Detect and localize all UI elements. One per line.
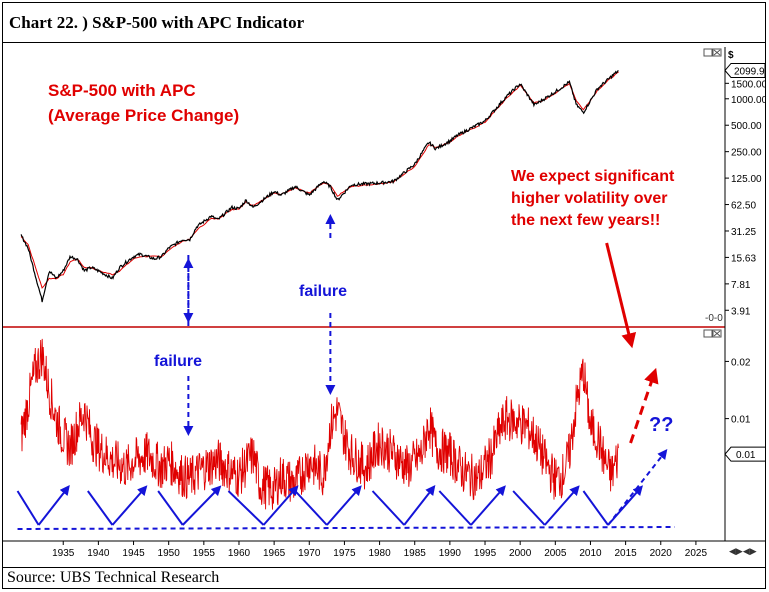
forecast-note-line2: higher volatility over bbox=[511, 190, 667, 207]
year-label: 1985 bbox=[404, 548, 427, 559]
annotation-arrows bbox=[16, 214, 675, 530]
top-panel-controls[interactable] bbox=[703, 48, 722, 57]
year-label: 1970 bbox=[298, 548, 321, 559]
cycle-v-up bbox=[470, 485, 506, 526]
chart-area: -0-0 ◀▶◀▶ 1500.00 1000.00 500.00 250.00 125.… bbox=[3, 47, 765, 559]
price-axis-label: 7.81 bbox=[731, 280, 751, 291]
volatility-arrow bbox=[605, 242, 637, 349]
cycle-v-up bbox=[607, 485, 643, 526]
forecast-note-line1: We expect significant bbox=[511, 168, 675, 185]
year-label: 2020 bbox=[650, 548, 673, 559]
cycle-v-down bbox=[512, 490, 546, 526]
cycle-v-down bbox=[157, 490, 184, 526]
cycle-v-down bbox=[87, 490, 114, 526]
cycle-v-up bbox=[326, 485, 362, 526]
year-label: 2010 bbox=[579, 548, 602, 559]
cycle-v-down bbox=[582, 490, 609, 526]
cycle-baseline bbox=[17, 526, 675, 530]
year-label: 1940 bbox=[87, 548, 110, 559]
apc-axis-label: 0.01 bbox=[731, 415, 751, 426]
year-label: 2005 bbox=[544, 548, 567, 559]
year-label: 1980 bbox=[368, 548, 391, 559]
year-label: 1990 bbox=[439, 548, 462, 559]
chart-title: Chart 22. ) S&P-500 with APC Indicator bbox=[9, 13, 305, 32]
sp500-price-line bbox=[20, 69, 619, 303]
chart-subtitle-line2: (Average Price Change) bbox=[48, 106, 239, 125]
cycle-v-down bbox=[438, 490, 472, 526]
price-unit-label: $ bbox=[728, 50, 734, 61]
year-label: 1950 bbox=[158, 548, 181, 559]
year-label: 1935 bbox=[52, 548, 75, 559]
cycle-v-down bbox=[227, 490, 265, 526]
price-axis-label: 500.00 bbox=[731, 121, 762, 132]
price-axis-label: 3.91 bbox=[731, 306, 751, 317]
question-marks: ?? bbox=[649, 414, 673, 436]
apc-axis-label: 0.02 bbox=[731, 357, 751, 368]
last-apc-label: 0.01 bbox=[736, 450, 756, 461]
top-panel-series bbox=[20, 69, 619, 303]
last-price-marker bbox=[724, 62, 765, 78]
cycle-v-up bbox=[403, 485, 436, 526]
cycle-v-up bbox=[544, 485, 580, 526]
year-label: 1960 bbox=[228, 548, 251, 559]
chart-subtitle-line1: S&P-500 with APC bbox=[48, 81, 196, 100]
cycle-v-up bbox=[182, 485, 222, 526]
last-apc-marker bbox=[724, 446, 765, 462]
year-label: 2015 bbox=[614, 548, 637, 559]
cycle-v-up bbox=[37, 485, 70, 526]
price-axis-label: 250.00 bbox=[731, 148, 762, 159]
year-label: 1975 bbox=[333, 548, 356, 559]
projected-cycle-arrow bbox=[607, 449, 668, 526]
bottom-panel-controls[interactable] bbox=[703, 329, 722, 338]
year-label: 1995 bbox=[474, 548, 497, 559]
failure-label-1954: failure bbox=[154, 353, 202, 370]
forecast-note-line3: the next few years!! bbox=[511, 212, 660, 229]
time-axis: 1935 1940 1945 1950 1955 1960 1965 1970 1975 1980… bbox=[52, 541, 707, 559]
year-label: 1945 bbox=[122, 548, 145, 559]
failure-label-1973: failure bbox=[299, 283, 347, 300]
bottom-panel-series bbox=[20, 338, 619, 510]
timeline-zoom-icon[interactable]: ◀▶◀▶ bbox=[729, 546, 757, 556]
bottom-panel-axis: 0.02 0.01 0.01 bbox=[724, 357, 765, 462]
price-axis-label: 1000.00 bbox=[731, 95, 765, 106]
cycle-v-up bbox=[111, 485, 148, 526]
chart-footer: Source: UBS Technical Research bbox=[3, 567, 765, 588]
source-note: Source: UBS Technical Research bbox=[7, 569, 220, 586]
cycle-v-up bbox=[262, 485, 299, 526]
year-label: 2000 bbox=[509, 548, 532, 559]
price-axis-label: 62.50 bbox=[731, 201, 756, 212]
apc-line bbox=[20, 338, 619, 510]
price-axis-label: 15.63 bbox=[731, 253, 756, 264]
year-label: 1955 bbox=[193, 548, 216, 559]
price-axis-label: 125.00 bbox=[731, 174, 762, 185]
cycle-v-down bbox=[371, 490, 405, 526]
last-price-label: 2099.9 bbox=[734, 66, 765, 77]
price-axis-label: 1500.00 bbox=[731, 79, 765, 90]
year-label: 2025 bbox=[685, 548, 708, 559]
price-axis-label: 31.25 bbox=[731, 227, 756, 238]
cycle-v-down bbox=[16, 490, 40, 526]
top-panel-axis: 1500.00 1000.00 500.00 250.00 125.00 62.50 31.… bbox=[724, 50, 765, 317]
rising-volatility-arrow bbox=[629, 367, 659, 444]
top-axis-scroll-icon[interactable]: -0-0 bbox=[705, 313, 723, 324]
year-label: 1965 bbox=[263, 548, 286, 559]
chart-header: Chart 22. ) S&P-500 with APC Indicator bbox=[3, 3, 765, 43]
cycle-v-down bbox=[294, 490, 328, 526]
